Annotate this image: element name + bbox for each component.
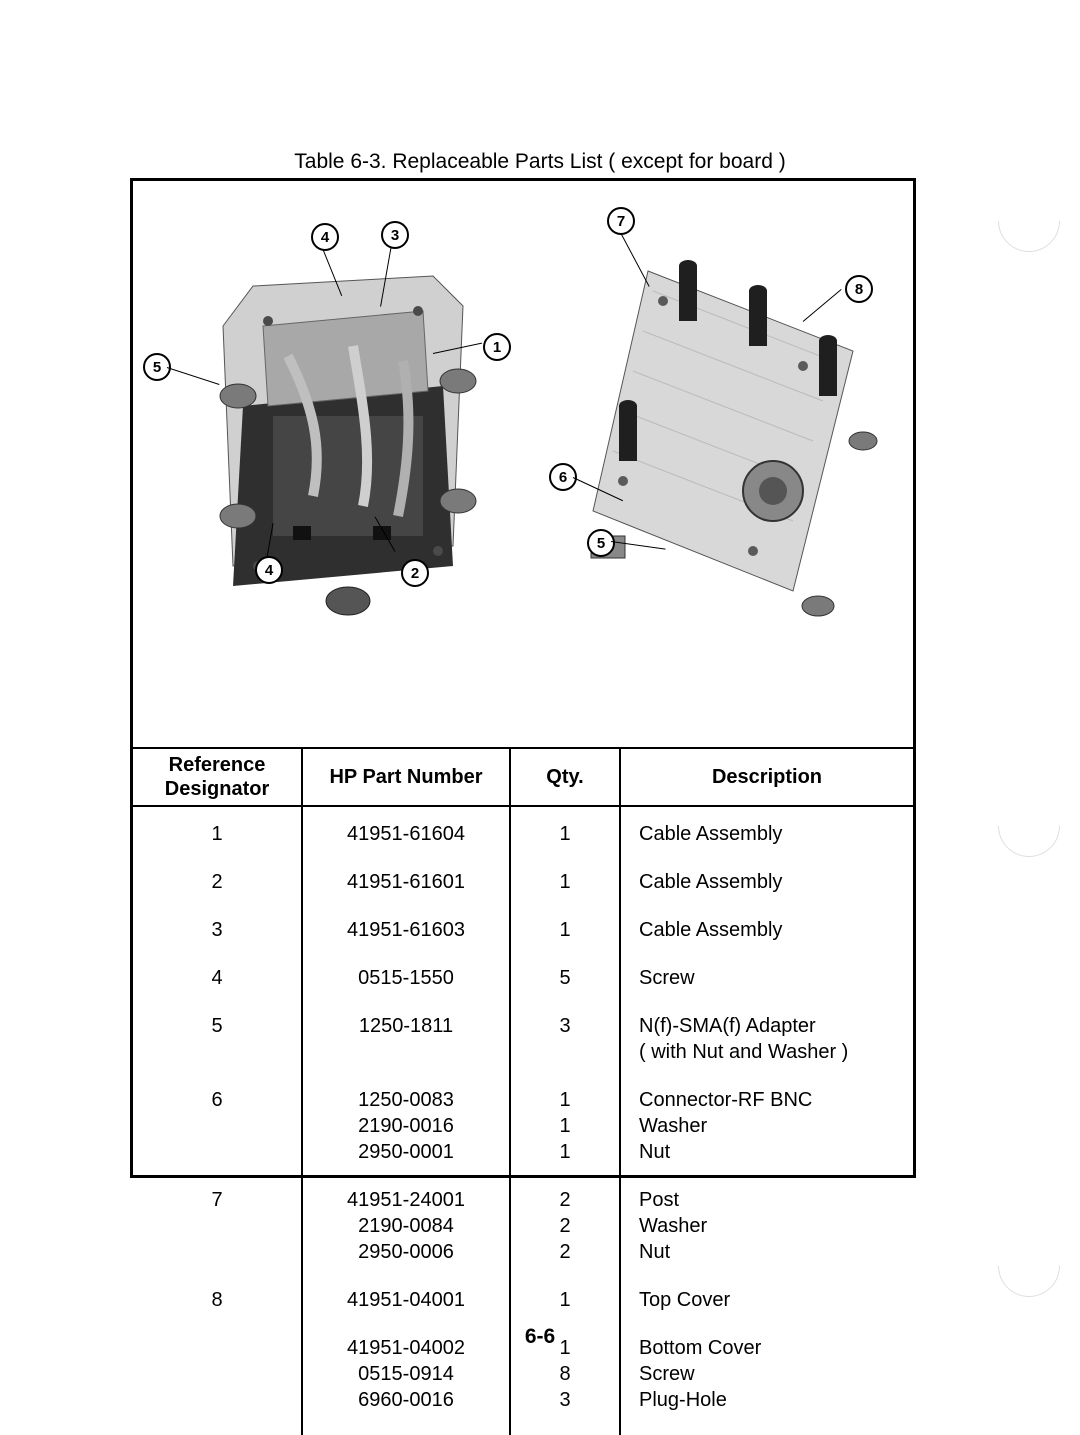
cell-qty: 8 <box>511 1361 619 1387</box>
header-part-number: HP Part Number <box>303 749 511 805</box>
cell-partnumber: 2950-0006 <box>303 1239 509 1265</box>
assembly-photo-bottom <box>553 231 883 631</box>
cell-qty: 1 <box>511 917 619 943</box>
cell-reference <box>133 1361 301 1387</box>
callout-2-icon: 2 <box>401 559 429 587</box>
cell-qty: 2 <box>511 1239 619 1265</box>
cell-reference <box>133 1387 301 1413</box>
cell-qty: 1 <box>511 869 619 895</box>
cell-qty: 2 <box>511 1213 619 1239</box>
header-description: Description <box>621 749 913 805</box>
cell-partnumber: 1250-1811 <box>303 1013 509 1039</box>
cell-reference <box>133 1213 301 1239</box>
cell-qty: 1 <box>511 821 619 847</box>
cell-partnumber: 2950-0001 <box>303 1139 509 1165</box>
cell-description: Washer <box>639 1113 913 1139</box>
callout-4-icon: 4 <box>255 556 283 584</box>
cell-description: ( with Nut and Washer ) <box>639 1039 913 1065</box>
cell-partnumber: 0515-0914 <box>303 1361 509 1387</box>
assembly-photo-top <box>203 266 503 616</box>
cell-reference <box>133 1039 301 1065</box>
cell-description: Screw <box>639 965 913 991</box>
cell-partnumber <box>303 1039 509 1065</box>
table-header-row: Reference Designator HP Part Number Qty.… <box>133 749 913 807</box>
cell-qty: 1 <box>511 1139 619 1165</box>
cell-partnumber: 1250-0083 <box>303 1087 509 1113</box>
cell-description: Screw <box>639 1361 913 1387</box>
page-number: 6-6 <box>0 1325 1080 1349</box>
punch-hole-icon <box>985 1222 1073 1310</box>
cell-description: Plug-Hole <box>639 1387 913 1413</box>
cell-partnumber: 2190-0084 <box>303 1213 509 1239</box>
cell-partnumber: 41951-04001 <box>303 1287 509 1313</box>
cell-reference: 6 <box>133 1087 301 1113</box>
cell-partnumber: 41951-24001 <box>303 1187 509 1213</box>
cell-reference: 2 <box>133 869 301 895</box>
cell-partnumber: 0515-1550 <box>303 965 509 991</box>
cell-qty: 1 <box>511 1287 619 1313</box>
cell-qty: 3 <box>511 1387 619 1413</box>
callout-5-icon: 5 <box>587 529 615 557</box>
cell-description: Washer <box>639 1213 913 1239</box>
punch-hole-icon <box>985 177 1073 265</box>
cell-qty <box>511 1039 619 1065</box>
cell-partnumber: 41951-61604 <box>303 821 509 847</box>
callout-4-icon: 4 <box>311 223 339 251</box>
cell-description: Nut <box>639 1139 913 1165</box>
cell-description: Cable Assembly <box>639 869 913 895</box>
callout-3-icon: 3 <box>381 221 409 249</box>
cell-reference: 8 <box>133 1287 301 1313</box>
cell-qty: 3 <box>511 1013 619 1039</box>
header-reference: Reference Designator <box>133 749 303 805</box>
cell-qty: 1 <box>511 1087 619 1113</box>
callout-8-icon: 8 <box>845 275 873 303</box>
figure-area: 4 3 1 5 4 2 7 8 6 <box>133 181 913 749</box>
cell-reference: 5 <box>133 1013 301 1039</box>
cell-description: Connector-RF BNC <box>639 1087 913 1113</box>
cell-reference <box>133 1239 301 1265</box>
cell-partnumber: 6960-0016 <box>303 1387 509 1413</box>
cell-description: Cable Assembly <box>639 917 913 943</box>
header-qty: Qty. <box>511 749 621 805</box>
cell-partnumber: 2190-0016 <box>303 1113 509 1139</box>
cell-description: Cable Assembly <box>639 821 913 847</box>
cell-reference: 7 <box>133 1187 301 1213</box>
cell-reference: 1 <box>133 821 301 847</box>
cell-partnumber: 41951-61603 <box>303 917 509 943</box>
document-page: Table 6-3. Replaceable Parts List ( exce… <box>0 0 1080 1397</box>
cell-reference <box>133 1113 301 1139</box>
cell-qty: 2 <box>511 1187 619 1213</box>
parts-list-container: 4 3 1 5 4 2 7 8 6 <box>130 178 916 1178</box>
cell-reference <box>133 1139 301 1165</box>
cell-qty: 1 <box>511 1113 619 1139</box>
cell-qty: 5 <box>511 965 619 991</box>
cell-reference: 4 <box>133 965 301 991</box>
cell-description: Post <box>639 1187 913 1213</box>
punch-hole-icon <box>985 782 1073 870</box>
cell-description: Nut <box>639 1239 913 1265</box>
cell-description: N(f)-SMA(f) Adapter <box>639 1013 913 1039</box>
cell-description: Top Cover <box>639 1287 913 1313</box>
table-caption: Table 6-3. Replaceable Parts List ( exce… <box>0 150 1080 174</box>
cell-partnumber: 41951-61601 <box>303 869 509 895</box>
cell-reference: 3 <box>133 917 301 943</box>
callout-7-icon: 7 <box>607 207 635 235</box>
callout-1-icon: 1 <box>483 333 511 361</box>
